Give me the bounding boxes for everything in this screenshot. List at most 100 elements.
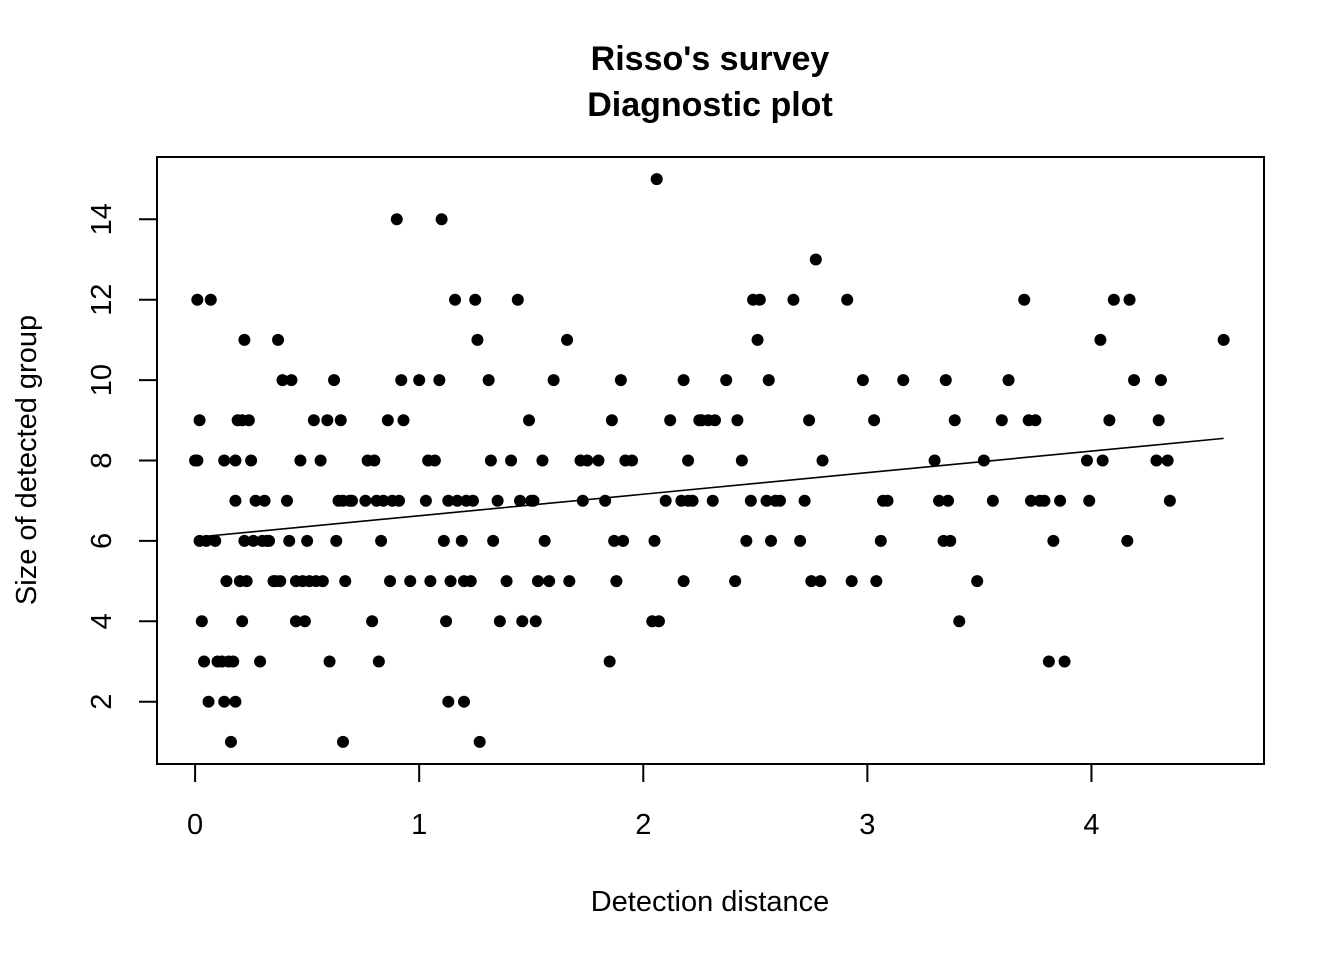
data-point (505, 454, 518, 467)
data-point (381, 414, 394, 427)
data-point (218, 695, 231, 708)
data-point (773, 494, 786, 507)
data-point (227, 655, 240, 668)
data-point (298, 615, 311, 628)
data-point (933, 494, 946, 507)
data-point (740, 534, 753, 547)
trend-line (199, 437, 1224, 538)
data-point (686, 494, 699, 507)
data-point (224, 735, 237, 748)
data-point (330, 534, 343, 547)
data-point (706, 494, 719, 507)
data-point (617, 534, 630, 547)
data-point (751, 333, 764, 346)
data-point (652, 615, 665, 628)
data-point (404, 575, 417, 588)
data-point (787, 293, 800, 306)
data-point (536, 454, 549, 467)
data-point (419, 494, 432, 507)
data-point (677, 374, 690, 387)
data-point (493, 615, 506, 628)
data-point (608, 534, 621, 547)
data-point (753, 293, 766, 306)
data-point (314, 454, 327, 467)
data-point (359, 494, 372, 507)
data-point (614, 374, 627, 387)
data-point (487, 534, 500, 547)
y-axis: 2 4 6 8 10 12 14 (86, 203, 158, 710)
data-point (1058, 655, 1071, 668)
data-point (1047, 534, 1060, 547)
data-point (321, 414, 334, 427)
x-tick-label: 0 (187, 809, 203, 841)
data-point (280, 494, 293, 507)
data-point (986, 494, 999, 507)
data-point (384, 575, 397, 588)
data-point (794, 534, 807, 547)
data-point (435, 213, 448, 226)
data-point (547, 374, 560, 387)
data-point (366, 615, 379, 628)
data-point (424, 575, 437, 588)
data-point (928, 454, 941, 467)
chart-title: Risso's survey (591, 40, 830, 78)
data-point (995, 414, 1008, 427)
data-point (473, 735, 486, 748)
data-point (334, 414, 347, 427)
data-point (437, 534, 450, 547)
data-point (953, 615, 966, 628)
data-point (561, 333, 574, 346)
data-point (455, 534, 468, 547)
data-point (948, 414, 961, 427)
data-point (516, 615, 529, 628)
y-axis-label: Size of detected group (11, 315, 43, 605)
data-point (368, 454, 381, 467)
data-points (189, 173, 1230, 748)
data-point (198, 655, 211, 668)
data-point (328, 374, 341, 387)
data-point (377, 494, 390, 507)
data-point (289, 615, 302, 628)
data-point (345, 494, 358, 507)
data-point (939, 374, 952, 387)
data-point (1054, 494, 1067, 507)
data-point (735, 454, 748, 467)
data-point (664, 414, 677, 427)
data-point (1080, 454, 1093, 467)
data-point (1103, 414, 1116, 427)
data-point (390, 213, 403, 226)
data-point (868, 414, 881, 427)
data-point (538, 534, 551, 547)
data-point (944, 534, 957, 547)
data-point (482, 374, 495, 387)
data-point (1096, 454, 1109, 467)
data-point (563, 575, 576, 588)
data-point (1002, 374, 1015, 387)
data-point (301, 534, 314, 547)
data-point (229, 695, 242, 708)
data-point (581, 454, 594, 467)
x-tick-label: 3 (859, 809, 875, 841)
data-point (977, 454, 990, 467)
data-point (191, 293, 204, 306)
data-point (336, 735, 349, 748)
data-point (274, 575, 287, 588)
data-point (816, 454, 829, 467)
data-point (522, 414, 535, 427)
data-point (484, 454, 497, 467)
data-point (263, 534, 276, 547)
data-point (845, 575, 858, 588)
data-point (1217, 333, 1230, 346)
data-point (258, 494, 271, 507)
data-point (393, 494, 406, 507)
data-point (1128, 374, 1141, 387)
data-point (1161, 454, 1174, 467)
data-point (440, 615, 453, 628)
data-point (245, 454, 258, 467)
data-point (1121, 534, 1134, 547)
data-point (762, 374, 775, 387)
data-point (814, 575, 827, 588)
data-point (603, 655, 616, 668)
data-point (323, 655, 336, 668)
data-point (229, 454, 242, 467)
